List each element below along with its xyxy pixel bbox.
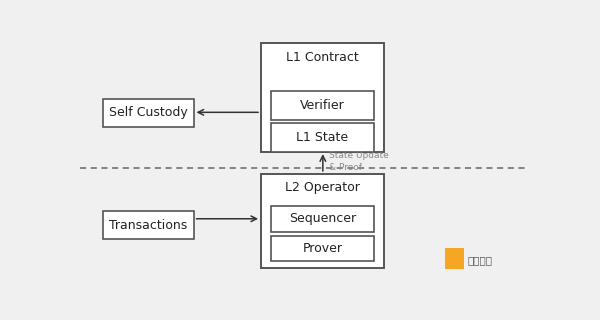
Bar xyxy=(445,248,464,269)
Bar xyxy=(261,43,384,152)
Bar xyxy=(271,124,374,152)
Bar xyxy=(271,236,374,261)
Text: Transactions: Transactions xyxy=(109,219,187,232)
Bar xyxy=(261,174,384,268)
Text: Self Custody: Self Custody xyxy=(109,107,188,119)
Bar xyxy=(103,99,194,127)
Text: L2 Operator: L2 Operator xyxy=(285,181,360,194)
Text: L1 State: L1 State xyxy=(296,131,349,144)
Text: Verifier: Verifier xyxy=(300,99,345,112)
Text: State Update
& Proof: State Update & Proof xyxy=(329,151,389,172)
Text: L1 Contract: L1 Contract xyxy=(286,51,359,64)
Bar xyxy=(271,92,374,120)
Text: Sequencer: Sequencer xyxy=(289,212,356,225)
Bar xyxy=(103,211,194,239)
Text: 金色财经: 金色财经 xyxy=(468,255,493,265)
Bar xyxy=(271,206,374,232)
Text: Prover: Prover xyxy=(302,242,343,255)
